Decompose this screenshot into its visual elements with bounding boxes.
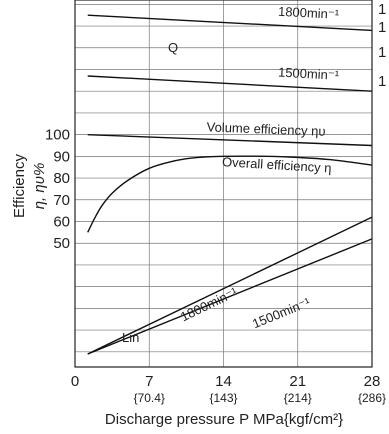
label-overall-efficiency: Overall efficiency η: [222, 154, 332, 175]
x-tick-sublabel: {286}: [358, 391, 386, 405]
y-axis-subtitle: η, ηυ%: [31, 163, 48, 210]
right-edge-label: 1: [378, 1, 386, 18]
curve-overall-efficiency: [87, 155, 373, 233]
tick-labels: 0 7{70.4} 14{143} 21{214} 28{286} 50 60 70 80 90 1…: [45, 127, 386, 405]
x-tick-label: 7: [145, 373, 153, 390]
curve-q-1800: [87, 14, 373, 32]
x-tick-label: 14: [215, 373, 232, 390]
y-tick-label: 90: [53, 148, 70, 165]
lin-group-label: Lin: [122, 330, 139, 345]
curves: [87, 14, 373, 355]
label-volume-efficiency: Volume efficiency ηυ: [206, 119, 325, 139]
curve-lin-1500: [87, 238, 373, 355]
y-tick-label: 80: [53, 170, 70, 187]
x-tick-sublabel: {70.4}: [134, 391, 165, 405]
x-tick-sublabel: {214}: [284, 391, 312, 405]
x-tick-sublabel: {143}: [209, 391, 237, 405]
grid-lines: [75, 0, 372, 367]
x-tick-label: 21: [289, 373, 306, 390]
label-q-1500: 1500min⁻¹: [278, 65, 340, 83]
plot-frame: [74, 0, 373, 368]
right-edge-label: 1: [378, 44, 386, 61]
y-tick-label: 100: [45, 127, 70, 144]
y-tick-label: 70: [53, 192, 70, 209]
x-axis-title: Discharge pressure P MPa{kgf/cm²}: [105, 411, 343, 428]
x-tick-label: 0: [71, 373, 79, 390]
label-q-1800: 1800min⁻¹: [278, 4, 340, 22]
y-axis-title: Efficiency: [11, 154, 28, 218]
right-edge-label: 1: [378, 19, 386, 36]
right-edge-label: 1: [378, 73, 386, 90]
y-tick-label: 60: [53, 214, 70, 231]
curve-lin-1800: [87, 216, 373, 355]
y-tick-label: 50: [53, 235, 70, 252]
curve-q-1500: [87, 75, 373, 92]
curve-volume-efficiency: [87, 133, 373, 147]
q-group-label: Q: [168, 40, 178, 55]
x-tick-label: 28: [364, 373, 381, 390]
